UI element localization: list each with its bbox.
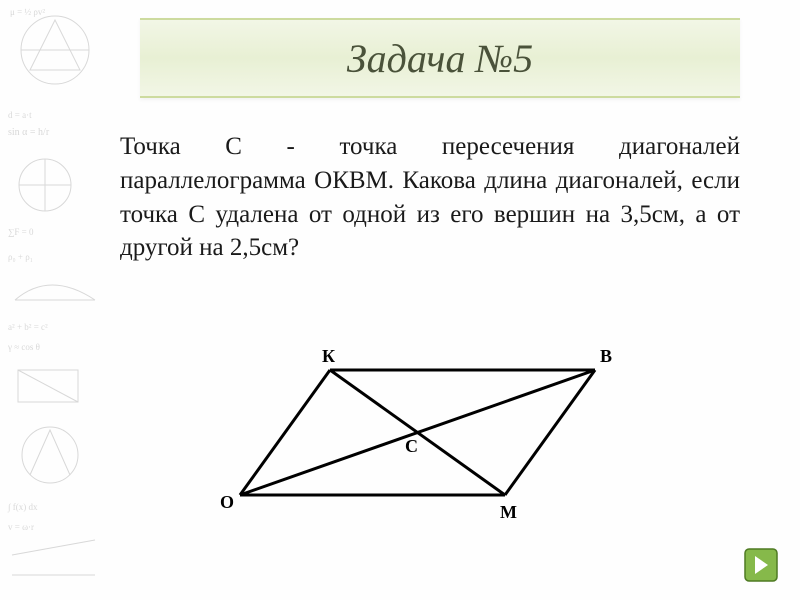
diagram-vertex-label: К xyxy=(322,346,335,366)
parallelogram-diagram: О К В М С xyxy=(200,340,630,540)
problem-text: Точка С - точка пересечения диагоналей п… xyxy=(120,130,740,265)
diagram-vertex-label: О xyxy=(220,492,234,512)
diagram-edge xyxy=(330,370,505,495)
diagram-vertex-label: М xyxy=(500,502,517,522)
title-band: Задача №5 xyxy=(140,18,740,98)
slide-container: Задача №5 Точка С - точка пересечения ди… xyxy=(0,0,800,600)
diagram-edge xyxy=(505,370,595,495)
slide-title: Задача №5 xyxy=(347,35,533,82)
diagram-vertex-label: В xyxy=(600,346,612,366)
diagram-vertex-label: С xyxy=(405,436,418,456)
diagram-edge xyxy=(240,370,330,495)
next-slide-button[interactable] xyxy=(744,548,778,582)
